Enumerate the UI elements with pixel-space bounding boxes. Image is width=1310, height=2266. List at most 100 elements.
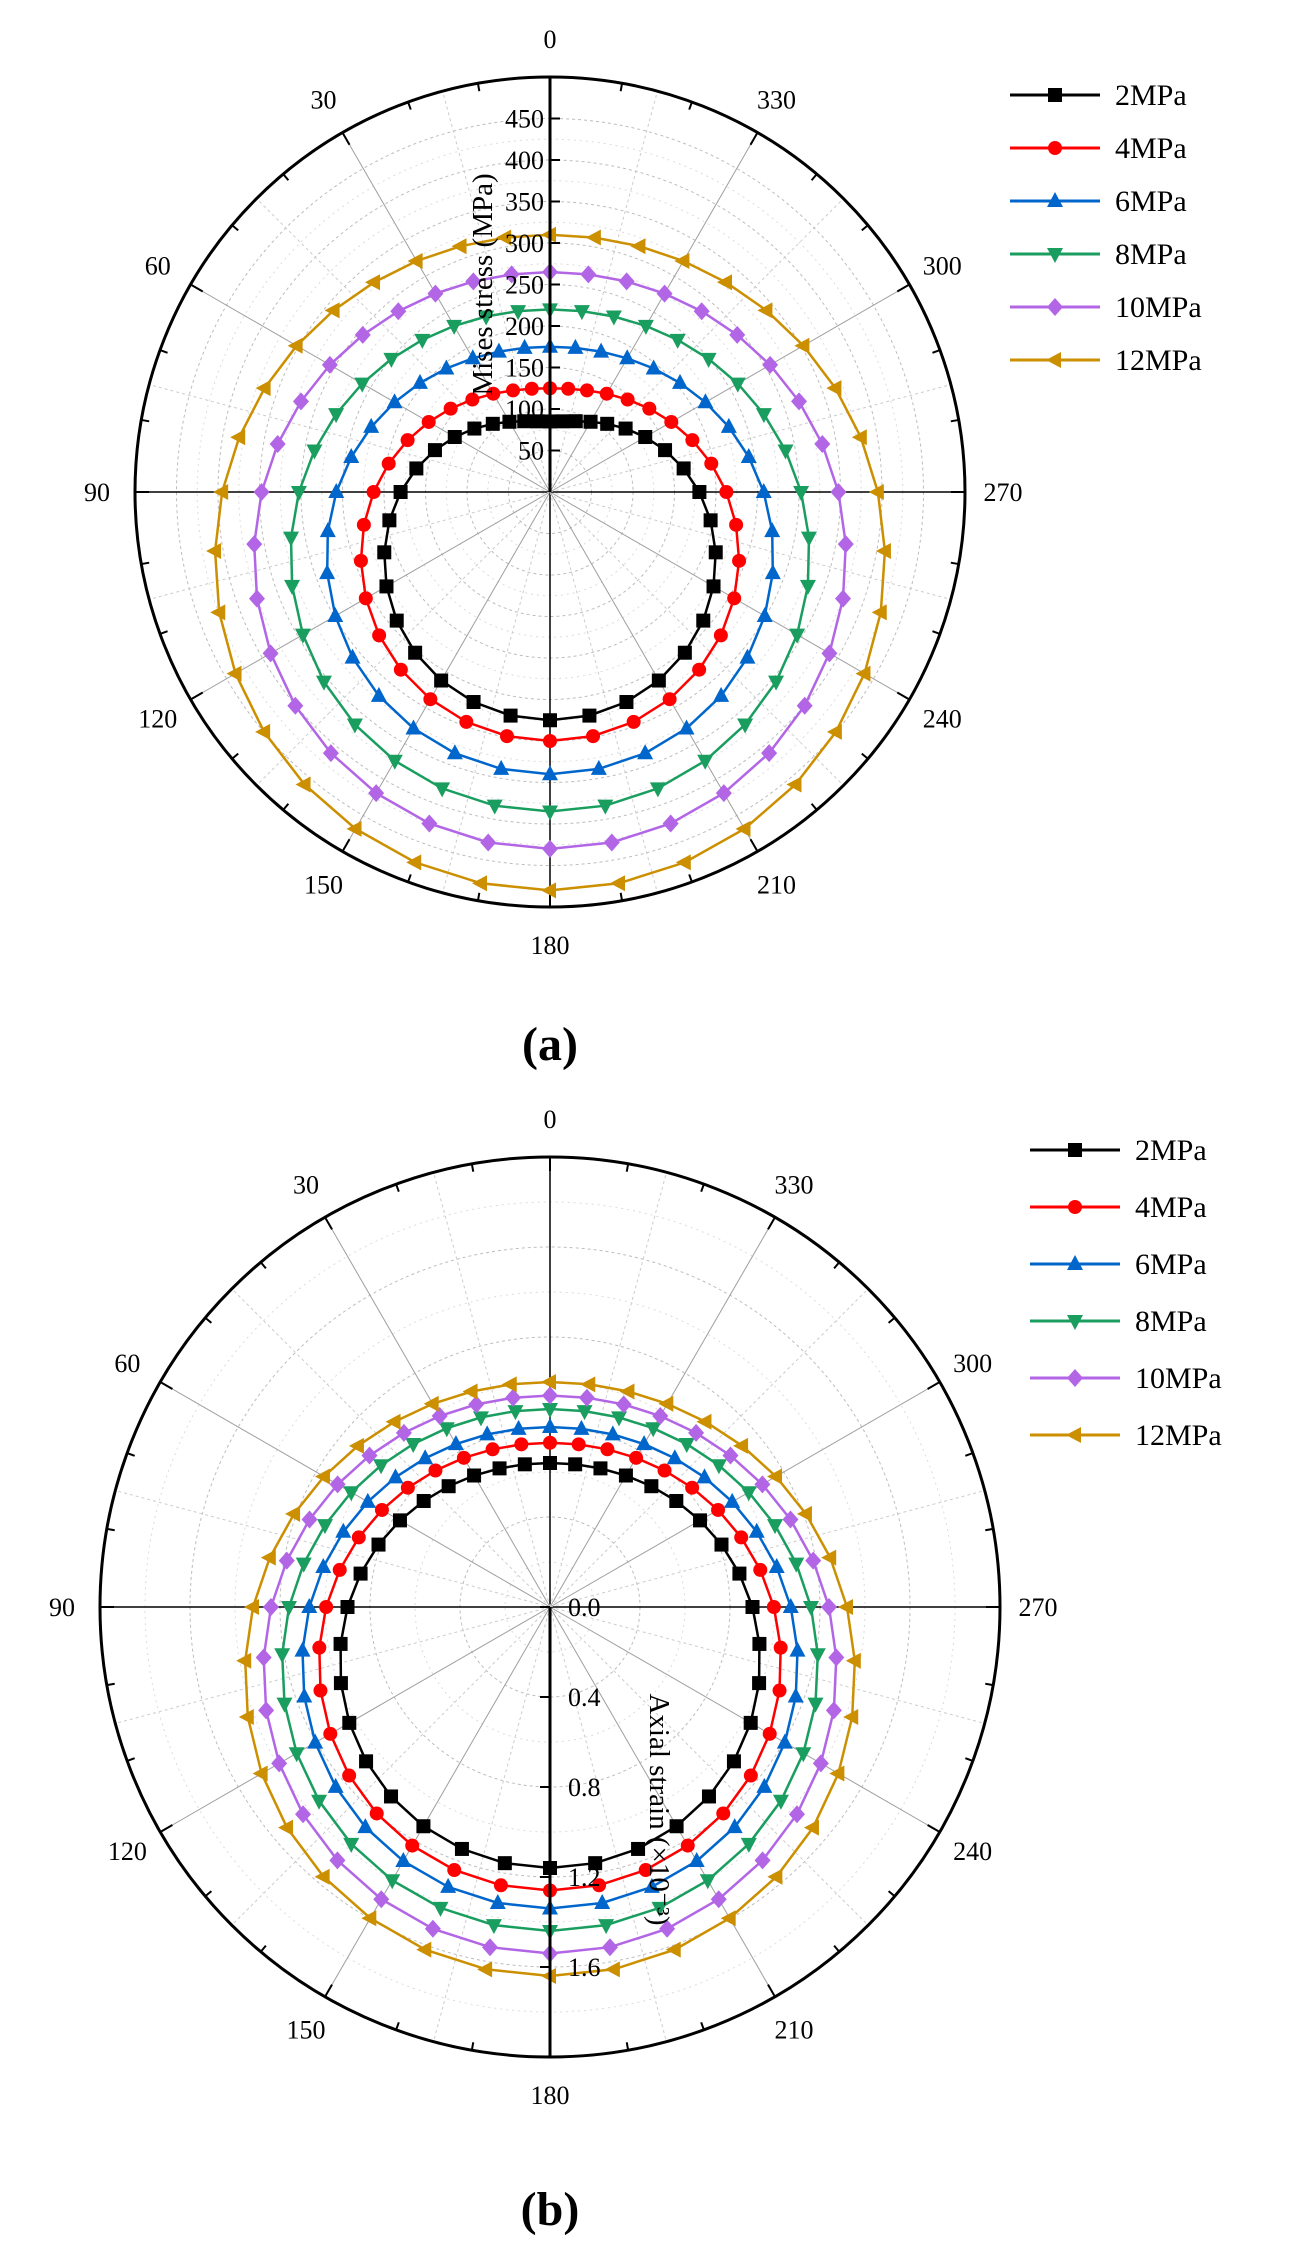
panel-a-series-point-12MPa (826, 380, 842, 397)
panel-a-angle-tick-label: 120 (138, 705, 177, 734)
panel-a-series-point-4MPa (356, 517, 371, 532)
panel-a-series-point-6MPa (327, 606, 344, 622)
panel-a-angle-tick-label: 60 (145, 252, 171, 281)
panel-a-angle-tick-label: 210 (757, 870, 796, 899)
panel-a-series-point-12MPa (324, 302, 340, 319)
panel-b-series-point-8MPa (405, 1438, 422, 1454)
panel-a-angle-tick-label: 90 (84, 478, 110, 507)
panel-b-series-point-2MPa (492, 1461, 507, 1476)
panel-b-axial-strain-chart: 0.0 0.4 0.8 1.2 1.6 Axial strain (×10⁻³) 0 30 6… (49, 1105, 1222, 2236)
panel-b-series-point-4MPa (753, 1562, 768, 1577)
panel-a-series-point-8MPa (414, 333, 431, 349)
panel-a-angle-tick-mark (861, 752, 869, 760)
panel-a-series-point-10MPa (693, 302, 710, 321)
panel-a-series-point-10MPa (269, 434, 286, 453)
panel-a-series-point-6MPa (386, 393, 403, 409)
panel-b-series-point-10MPa (812, 1754, 829, 1773)
panel-b-series-point-8MPa (542, 1403, 558, 1418)
panel-a-radial-tick-label: 300 (505, 229, 544, 258)
panel-a-series-point-2MPa (582, 708, 597, 723)
panel-b-series-point-12MPa (314, 1468, 330, 1485)
panel-a-angle-tick-mark (688, 874, 693, 883)
panel-a-series-point-12MPa (365, 274, 381, 291)
panel-a-series-point-2MPa (377, 545, 392, 560)
panel-a-series-point-2MPa (447, 430, 462, 445)
panel-a-series-point-12MPa (851, 429, 867, 446)
panel-b-series-point-6MPa (315, 1558, 332, 1574)
panel-b-series-point-12MPa (767, 1468, 783, 1485)
panel-b-series-point-8MPa (373, 1459, 390, 1475)
panel-a-angle-tick-mark (619, 892, 624, 901)
panel-a-series-point-12MPa (541, 882, 556, 899)
panel-b-angle-tick-mark (767, 1216, 776, 1230)
panel-b-angle-tick-mark (833, 1944, 841, 1953)
panel-a-angle-ticks: 0 30 60 90 120 150 180 210 240 270 300 330 (84, 25, 1023, 960)
panel-a-series-point-2MPa (651, 673, 666, 688)
panel-b-angle-tick-mark (259, 1261, 267, 1270)
panel-b-series-point-12MPa (244, 1599, 259, 1615)
panel-b-series-point-4MPa (685, 1480, 700, 1495)
panel-a-series-point-6MPa (593, 342, 610, 358)
panel-b-angle-tick-mark (106, 1527, 115, 1532)
panel-b-angle-tick-mark (324, 1216, 333, 1230)
panel-a-series-point-12MPa (213, 484, 229, 500)
panel-b-series-point-8MPa (472, 1411, 489, 1427)
panel-a-series-point-12MPa (868, 484, 884, 500)
panel-a-angle-tick-label: 300 (923, 252, 962, 281)
panel-b-series-point-4MPa (734, 1530, 749, 1545)
panel-a-series-point-8MPa (768, 675, 785, 691)
panel-b-series-point-4MPa (456, 1450, 471, 1465)
panel-a-legend-marker-8MPa (1047, 248, 1063, 263)
panel-b-series-point-2MPa (669, 1819, 684, 1834)
panel-b-series-point-10MPa (821, 1598, 837, 1616)
panel-a-series-point-10MPa (480, 833, 497, 852)
panel-a-series-point-2MPa (619, 695, 634, 710)
panel-a-angle-tick-mark (159, 349, 168, 354)
panel-b-series-point-12MPa (361, 1910, 377, 1927)
panel-b-angle-tick-label: 210 (775, 2016, 814, 2045)
panel-a-series-point-12MPa (346, 820, 362, 837)
panel-a-series-point-12MPa (826, 723, 842, 740)
panel-b-legend-label-8MPa: 8MPa (1135, 1305, 1207, 1338)
panel-b-series-point-8MPa (699, 1874, 716, 1890)
panel-a-series-point-4MPa (381, 456, 396, 471)
panel-b-spoke (231, 1288, 551, 1608)
panel-b-series-point-12MPa (843, 1709, 859, 1726)
panel-b-series-point-10MPa (542, 1386, 558, 1405)
panel-b-series-point-2MPa (467, 1468, 482, 1483)
panel-a-angle-tick-mark (141, 418, 150, 423)
panel-b-series-point-2MPa (353, 1566, 368, 1581)
panel-b-series-point-4MPa (313, 1683, 328, 1698)
panel-b-spoke (549, 1381, 940, 1608)
panel-a-series-point-10MPa (656, 284, 673, 303)
panel-a-series-point-6MPa (672, 373, 689, 389)
panel-b-radial-axis-title: Axial strain (×10⁻³) (643, 1693, 675, 1925)
panel-a-series-point-8MPa (793, 486, 810, 501)
panel-a-angle-tick-label: 270 (984, 478, 1023, 507)
panel-a-spoke (549, 284, 910, 493)
panel-b-series-point-8MPa (576, 1405, 593, 1421)
panel-b-series-point-4MPa (680, 1838, 695, 1853)
panel-b-series-point-4MPa (514, 1437, 529, 1452)
panel-b-series-point-2MPa (371, 1537, 386, 1552)
panel-a-series-point-12MPa (855, 665, 871, 682)
panel-a-angle-tick-mark (282, 803, 290, 811)
panel-a-angle-tick-label: 0 (544, 25, 557, 54)
panel-a-series-point-8MPa (486, 799, 503, 815)
panel-b-series-point-6MPa (301, 1598, 318, 1613)
panel-b-series-point-8MPa (274, 1648, 291, 1664)
panel-b-series-point-4MPa (447, 1863, 462, 1878)
panel-b-series-point-12MPa (238, 1709, 254, 1726)
panel-b-series-point-10MPa (329, 1851, 346, 1870)
panel-b-angle-tick-mark (965, 1452, 974, 1457)
panel-a-series-point-10MPa (292, 392, 309, 411)
panel-b-series-point-10MPa (754, 1851, 771, 1870)
panel-a-series-point-8MPa (605, 310, 622, 326)
panel-b-series-point-10MPa (278, 1551, 295, 1570)
panel-b-series-point-8MPa (295, 1557, 312, 1573)
panel-b-series-point-12MPa (285, 1505, 301, 1522)
panel-a-angle-tick-mark (896, 283, 910, 293)
panel-a-series-point-2MPa (618, 421, 633, 436)
panel-b-series-point-6MPa (447, 1435, 464, 1451)
panel-b-radial-tick-label: 1.2 (568, 1863, 601, 1892)
